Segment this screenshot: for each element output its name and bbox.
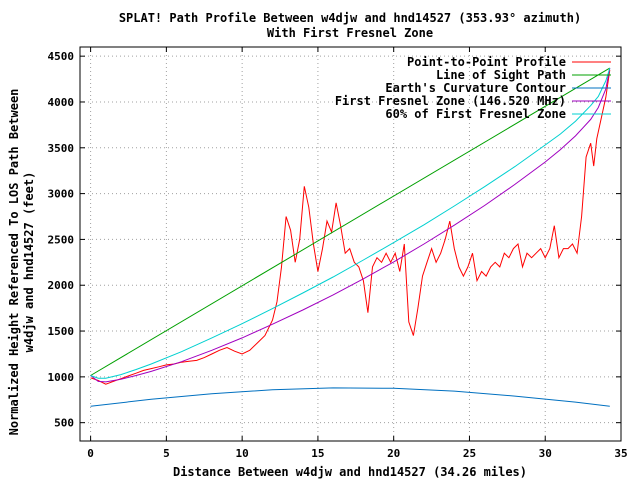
legend-label: Line of Sight Path xyxy=(436,68,566,82)
series-lines xyxy=(90,67,611,407)
y-tick-label: 4500 xyxy=(48,50,75,63)
x-axis-label: Distance Between w4djw and hnd14527 (34.… xyxy=(173,465,527,479)
x-tick-label: 15 xyxy=(311,447,324,460)
series-line-3 xyxy=(90,387,610,407)
x-tick-label: 5 xyxy=(163,447,170,460)
chart-subtitle: With First Fresnel Zone xyxy=(267,26,433,40)
series-line-4 xyxy=(90,68,611,383)
plot-frame xyxy=(79,46,622,442)
y-tick-label: 500 xyxy=(54,417,74,430)
y-tick-label: 4000 xyxy=(48,96,75,109)
y-tick-label: 3500 xyxy=(48,142,75,155)
series-line-5 xyxy=(90,67,611,379)
x-tick-label: 35 xyxy=(614,447,627,460)
x-tick-label: 0 xyxy=(87,447,94,460)
y-axis-label-line2: w4djw and hnd14527 (feet) xyxy=(22,172,36,353)
x-tick-label: 20 xyxy=(387,447,400,460)
y-tick-label: 1500 xyxy=(48,325,75,338)
legend-label: Point-to-Point Profile xyxy=(407,55,566,69)
y-tick-label: 2000 xyxy=(48,279,75,292)
y-tick-label: 1000 xyxy=(48,371,75,384)
chart-title: SPLAT! Path Profile Between w4djw and hn… xyxy=(119,11,581,25)
axis-ticks: 0 5 10 15 20 25 30 35 500 1000 1500 2000 2500 3000 350… xyxy=(48,47,628,460)
x-tick-label: 10 xyxy=(236,447,249,460)
x-tick-label: 25 xyxy=(463,447,476,460)
series-line-2 xyxy=(90,67,611,376)
series-line-1 xyxy=(90,69,611,385)
y-axis-label-line1: Normalized Height Referenced To LOS Path… xyxy=(7,89,21,436)
legend-label: First Fresnel Zone (146.520 MHz) xyxy=(335,94,566,108)
legend-label: Earth's Curvature Contour xyxy=(385,81,566,95)
grid-lines xyxy=(80,47,621,441)
y-tick-label: 3000 xyxy=(48,188,75,201)
legend-label: 60% of First Fresnel Zone xyxy=(385,107,566,121)
y-tick-label: 2500 xyxy=(48,233,75,246)
x-tick-label: 30 xyxy=(539,447,552,460)
